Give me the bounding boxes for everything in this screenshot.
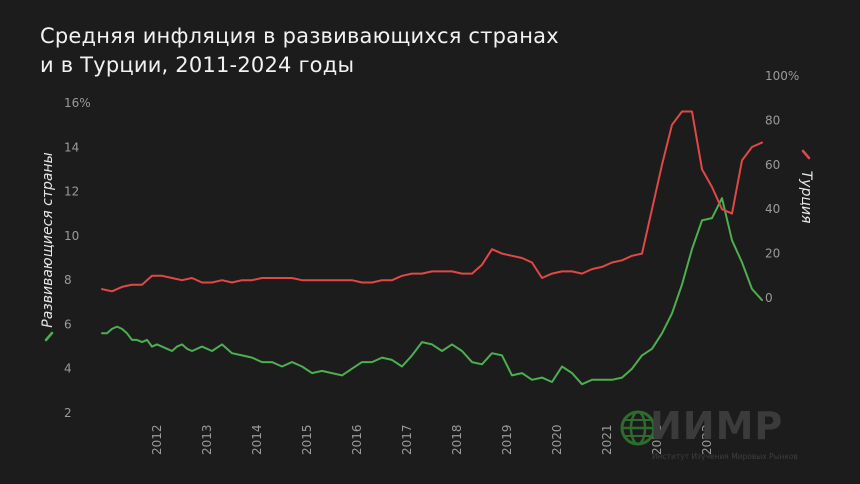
left-axis-tick-label: 2 [64,406,72,420]
globe-logo-icon [620,410,656,446]
right-axis-tick-label: 100% [765,69,799,83]
chart-title: Средняя инфляция в развивающихся странах… [40,22,559,80]
left-axis-tick-label: 14 [64,140,79,154]
left-axis-tick-label: 8 [64,273,72,287]
x-axis-tick-label: 2014 [250,424,264,455]
x-axis-tick-label: 2013 [200,424,214,455]
x-axis-tick-label: 2018 [450,424,464,455]
right-axis-tick-label: 80 [765,113,780,127]
x-axis-tick-label: 2019 [500,424,514,455]
turkey-legend-swatch [801,149,811,160]
x-axis-tick-label: 2021 [600,424,614,455]
left-axis-tick-label: 4 [64,362,72,376]
left-axis-title: Развивающиеся страны [40,152,56,327]
x-axis-tick-label: 2012 [150,424,164,455]
left-axis-tick-label: 12 [64,185,79,199]
chart-title-line-1: Средняя инфляция в развивающихся странах [40,24,559,48]
emerging-legend-swatch [44,331,54,342]
left-axis-tick-label: 16% [64,96,91,110]
right-axis-title: Турция [798,171,814,224]
x-axis-tick-label: 2023 [700,424,714,455]
right-axis-tick-label: 0 [765,291,773,305]
x-axis-tick-label: 2020 [550,424,564,455]
chart-title-line-2: и в Турции, 2011-2024 годы [40,53,355,77]
x-axis-tick-label: 2015 [300,424,314,455]
logo-wordmark: ИИМР [650,404,784,448]
series-line-emerging [101,197,763,386]
right-axis-tick-label: 20 [765,247,780,261]
left-axis-tick-label: 6 [64,317,72,331]
right-axis-tick-label: 60 [765,158,780,172]
x-axis-tick-label: 2016 [350,424,364,455]
series-line-turkey [101,110,763,293]
right-axis-tick-label: 40 [765,202,780,216]
x-axis-tick-label: 2017 [400,424,414,455]
logo-subtitle: Институт Изучения Мировых Рынков [652,452,798,461]
left-axis-tick-label: 10 [64,229,79,243]
